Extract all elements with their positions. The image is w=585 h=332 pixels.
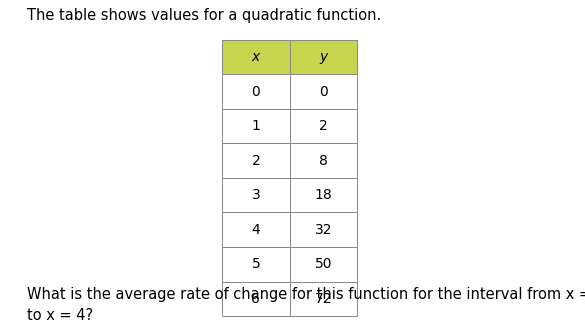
Bar: [222, 282, 290, 316]
Bar: [290, 109, 357, 143]
Bar: [290, 212, 357, 247]
Text: 3: 3: [252, 188, 260, 202]
Text: 50: 50: [315, 257, 332, 271]
Bar: [222, 247, 290, 282]
Text: x: x: [252, 50, 260, 64]
Text: The table shows values for a quadratic function.: The table shows values for a quadratic f…: [27, 8, 381, 23]
Text: 8: 8: [319, 154, 328, 168]
Text: 5: 5: [252, 257, 260, 271]
Text: 4: 4: [252, 223, 260, 237]
Text: 18: 18: [314, 188, 332, 202]
Bar: [222, 212, 290, 247]
Bar: [290, 178, 357, 212]
Bar: [290, 143, 357, 178]
Bar: [222, 74, 290, 109]
Bar: [222, 143, 290, 178]
Text: 2: 2: [252, 154, 260, 168]
Text: 0: 0: [319, 85, 328, 99]
Text: 32: 32: [315, 223, 332, 237]
Bar: [290, 282, 357, 316]
Bar: [290, 247, 357, 282]
Bar: [290, 40, 357, 74]
Bar: [222, 178, 290, 212]
Bar: [222, 40, 290, 74]
Bar: [222, 109, 290, 143]
Text: What is the average rate of change for this function for the interval from x = 2: What is the average rate of change for t…: [27, 287, 585, 323]
Bar: [290, 74, 357, 109]
Text: 1: 1: [252, 119, 260, 133]
Text: y: y: [319, 50, 328, 64]
Text: 72: 72: [315, 292, 332, 306]
Text: 6: 6: [252, 292, 260, 306]
Text: 2: 2: [319, 119, 328, 133]
Text: 0: 0: [252, 85, 260, 99]
